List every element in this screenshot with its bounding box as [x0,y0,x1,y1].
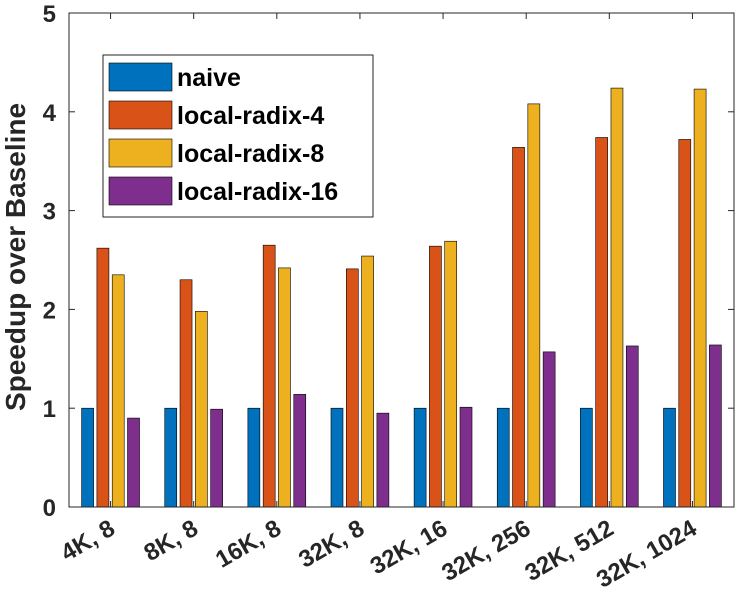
legend-label-local-radix-4: local-radix-4 [177,102,324,130]
bars-group [81,87,722,508]
bar-local-radix-16-4 [459,406,473,508]
y-tick-label: 1 [43,396,56,423]
bar-naive-2 [247,407,261,508]
y-tick-label: 5 [43,1,56,28]
x-tick-label: 32K, 16 [366,515,452,580]
legend-swatch-local-radix-8 [108,138,173,168]
bar-local-radix-16-1 [210,408,223,508]
y-axis: 0 1 2 3 4 5 [43,1,734,522]
legend-label-local-radix-8: local-radix-8 [177,140,324,168]
bar-local-radix-8-0 [111,274,125,508]
bar-local-radix-4-7 [678,139,692,508]
legend: naive local-radix-4 local-radix-8 local-rad… [102,54,374,218]
y-axis-title: Speedup over Baseline [0,103,31,411]
bar-naive-3 [330,407,344,508]
bar-local-radix-8-3 [361,255,374,508]
bar-naive-6 [580,407,593,508]
bar-local-radix-16-2 [293,394,307,508]
legend-swatch-naive [108,62,173,92]
bar-naive-0 [81,407,94,508]
y-tick-label: 2 [43,297,56,324]
bar-local-radix-4-0 [96,247,110,508]
y-tick-label: 4 [43,100,57,127]
x-tick-label: 16K, 8 [211,515,286,574]
x-tick-label: 8K, 8 [139,515,202,567]
x-tick-label: 4K, 8 [56,515,119,567]
bar-local-radix-16-6 [625,345,639,508]
y-tick-label: 0 [43,495,56,522]
bar-naive-5 [496,407,510,508]
bar-local-radix-4-1 [179,279,193,508]
bar-local-radix-8-7 [693,88,707,508]
bar-local-radix-8-6 [610,87,624,508]
bar-local-radix-8-1 [195,311,208,508]
bar-local-radix-4-2 [262,244,276,508]
bar-local-radix-8-2 [278,267,291,508]
legend-swatch-local-radix-16 [108,176,173,206]
bar-local-radix-8-4 [444,240,458,508]
bar-local-radix-4-4 [429,245,442,508]
bar-local-radix-8-5 [527,103,541,508]
legend-label-local-radix-16: local-radix-16 [177,178,338,206]
bar-naive-7 [663,407,676,508]
bar-local-radix-4-5 [512,147,525,508]
bar-naive-1 [164,407,178,508]
legend-label-naive: naive [177,64,241,92]
legend-swatch-local-radix-4 [108,100,173,130]
x-tick-label: 32K, 8 [294,515,369,574]
bar-local-radix-16-3 [376,412,390,508]
bar-local-radix-4-3 [345,268,359,508]
bar-local-radix-16-7 [709,344,722,508]
bar-local-radix-16-0 [127,417,140,508]
y-tick-label: 3 [43,199,56,226]
bar-naive-4 [413,407,427,508]
x-tick-label: 32K, 256 [437,515,535,587]
bar-local-radix-4-6 [595,137,608,508]
plot-frame [68,12,735,508]
bar-local-radix-16-5 [542,351,556,508]
